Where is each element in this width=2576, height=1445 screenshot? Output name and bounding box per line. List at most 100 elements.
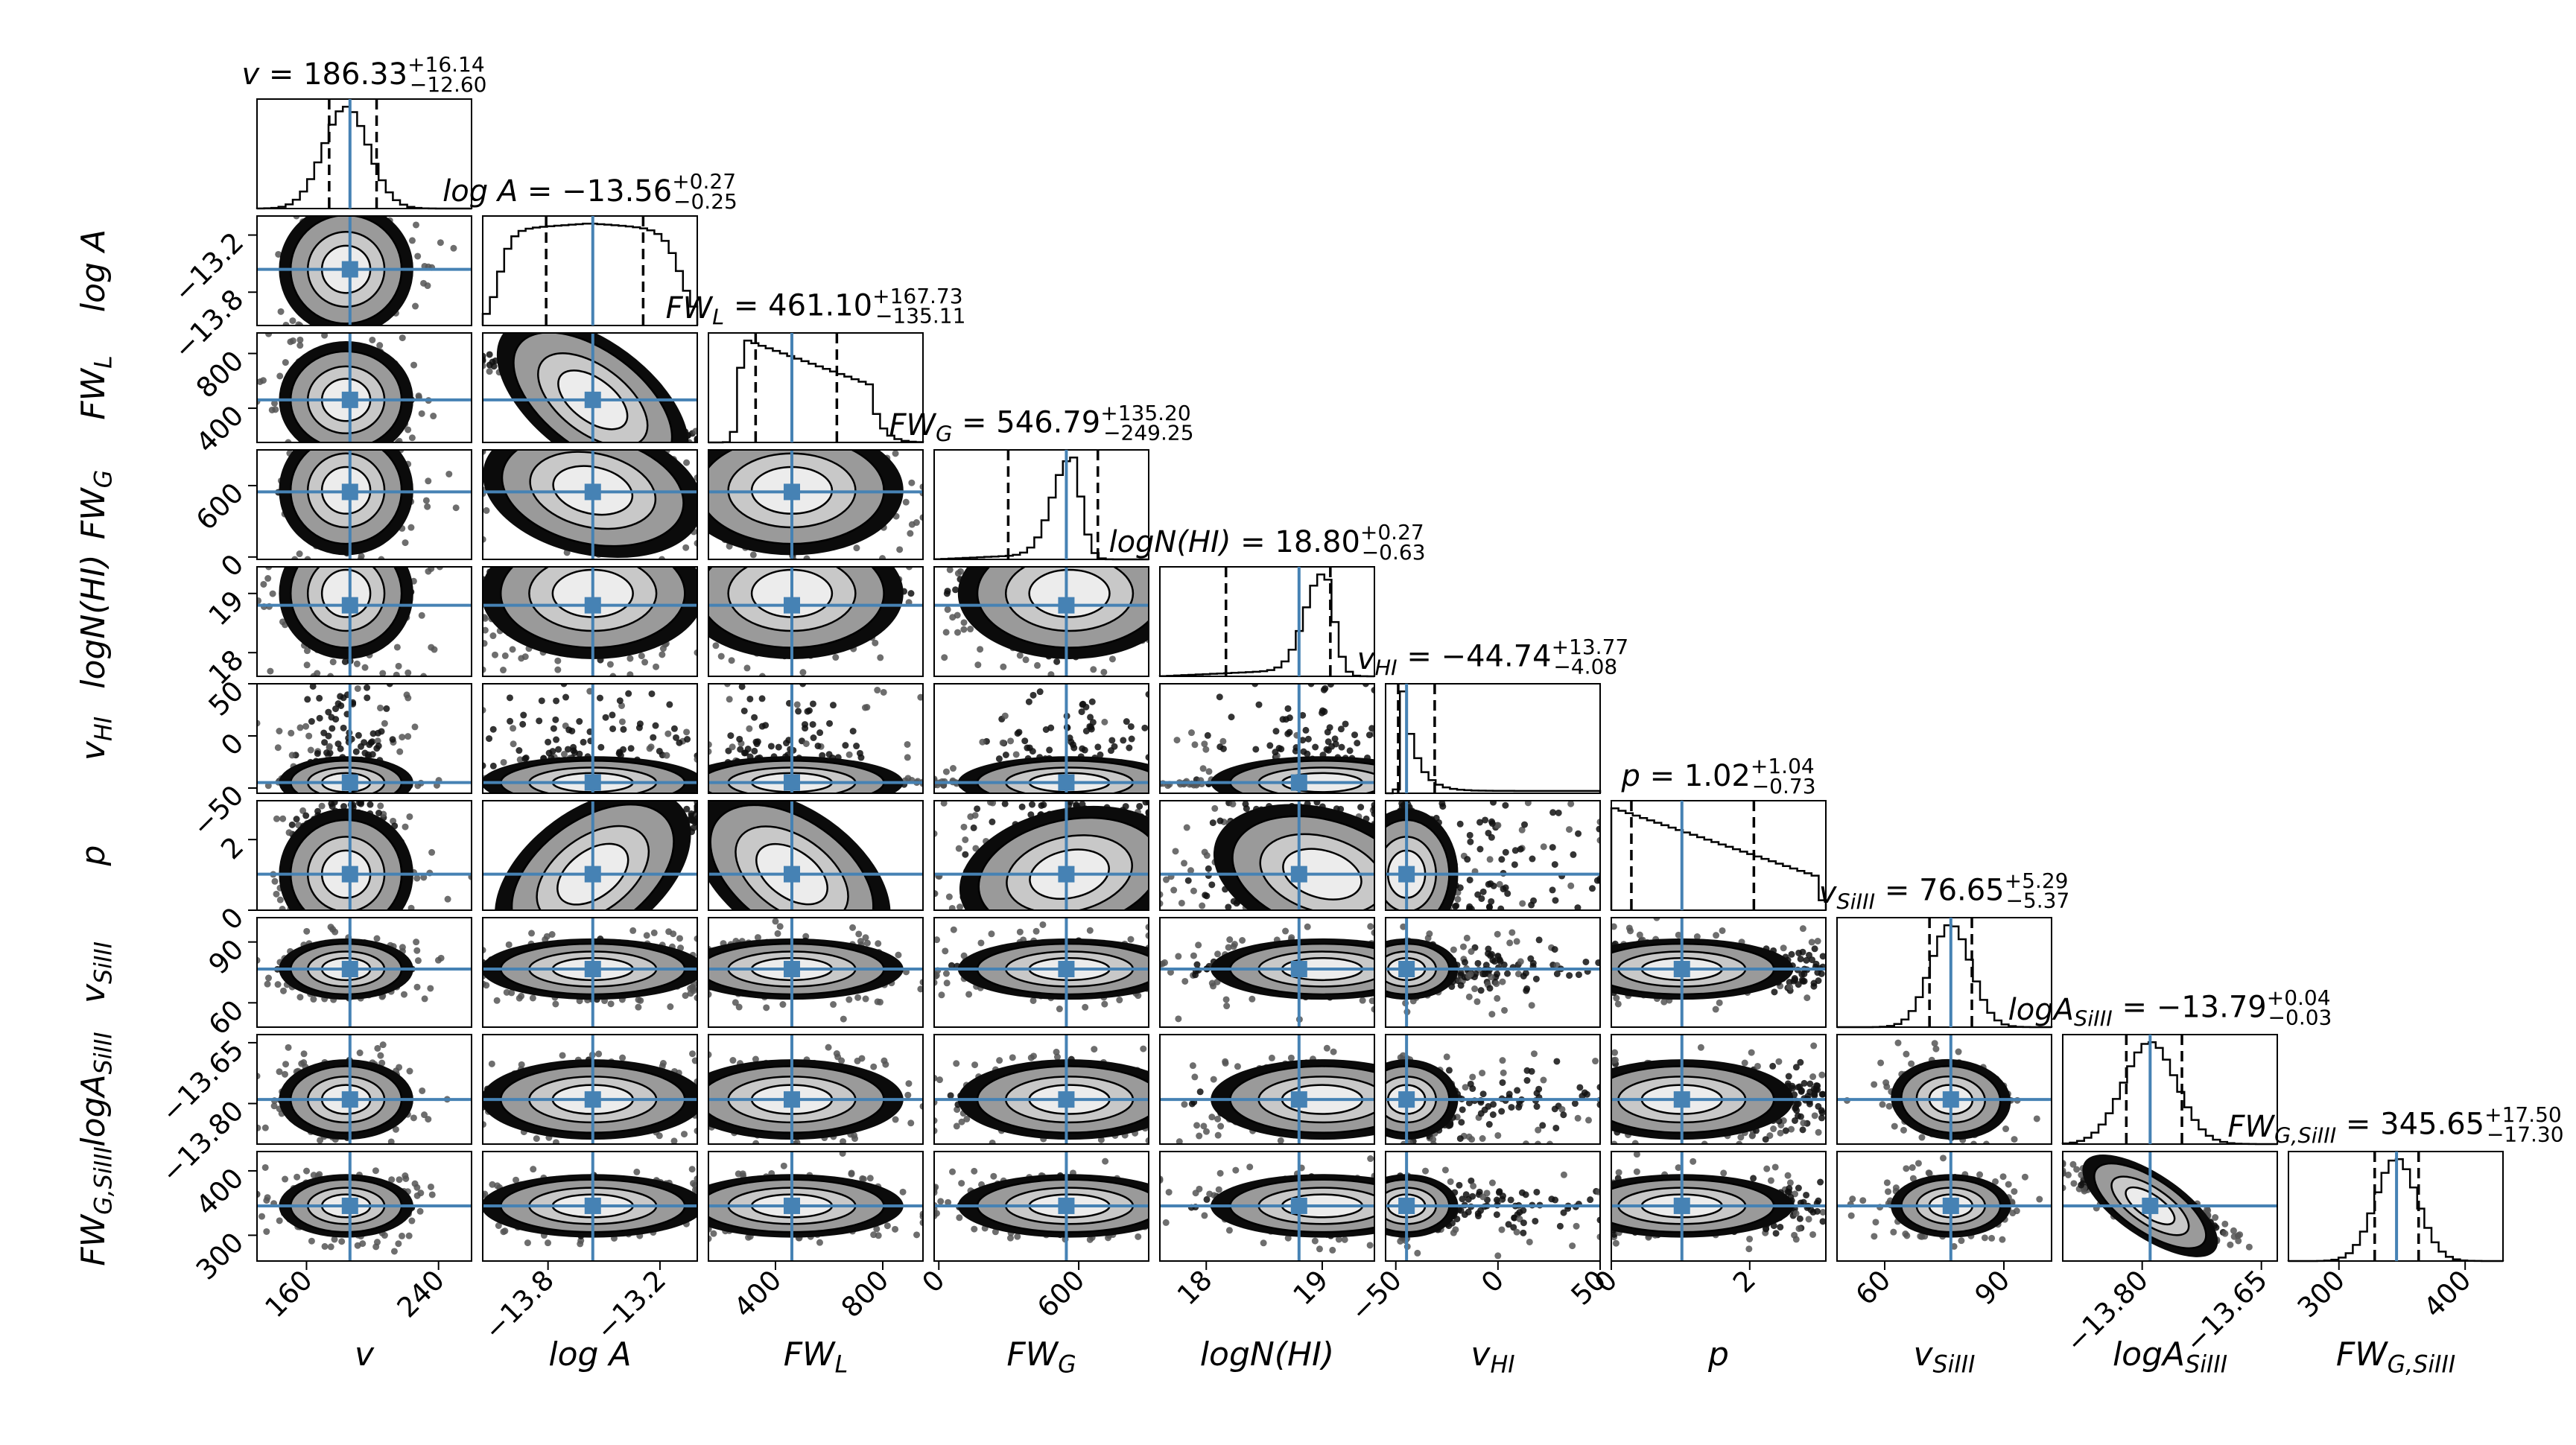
sample-point <box>751 748 758 755</box>
sample-point <box>405 670 411 676</box>
sample-point <box>896 546 903 553</box>
sample-point <box>1366 731 1373 738</box>
sample-point <box>955 570 962 577</box>
sample-point <box>269 407 276 413</box>
sample-point <box>1088 724 1094 731</box>
sample-point <box>304 696 311 702</box>
sample-point <box>949 614 956 620</box>
sample-point <box>1312 744 1319 751</box>
sample-point <box>996 755 1003 762</box>
sample-point <box>1034 662 1041 669</box>
sample-point <box>453 504 460 511</box>
sample-point <box>522 653 529 660</box>
sample-point <box>673 734 679 741</box>
sample-point <box>1094 743 1101 750</box>
ytick-label-vHI: 50 <box>203 675 250 722</box>
sample-point <box>405 426 411 433</box>
sample-point <box>428 849 435 856</box>
ytick-label-FWG: 0 <box>215 548 250 583</box>
sample-point <box>746 725 752 732</box>
scatter-panel-FWL-FWG <box>680 425 926 562</box>
sample-point <box>907 590 914 597</box>
hist-title-FWGSiIII: FWG,SiIII = 345.65+17.50−17.30 <box>2227 1102 2563 1149</box>
sample-point <box>1013 751 1020 758</box>
sample-point <box>1079 746 1085 752</box>
sample-point <box>603 714 609 721</box>
sample-point <box>815 743 822 749</box>
sample-point <box>353 749 360 755</box>
scatter-panel-FWL-vHI <box>680 681 926 810</box>
sample-point <box>1339 744 1345 751</box>
sample-point <box>358 743 364 750</box>
sample-point <box>1109 655 1116 662</box>
sample-point <box>290 337 296 344</box>
sample-point <box>366 741 372 748</box>
sample-point <box>799 669 806 676</box>
sample-point <box>393 672 400 679</box>
truth-marker <box>342 483 358 500</box>
sample-point <box>316 695 323 702</box>
sample-point <box>1141 725 1148 731</box>
sample-point <box>390 736 396 743</box>
sample-point <box>743 664 750 671</box>
hist-title-logASiIII: logASiIII = −13.79+0.04−0.03 <box>2008 985 2332 1032</box>
sample-point <box>954 629 961 636</box>
sample-point <box>853 544 860 551</box>
sample-point <box>437 239 444 246</box>
sample-point <box>620 726 626 733</box>
sample-point <box>904 754 911 760</box>
sample-point <box>279 906 286 912</box>
truth-marker <box>585 392 601 408</box>
sample-point <box>682 544 689 551</box>
sample-point <box>1266 742 1273 749</box>
sample-point <box>329 725 335 731</box>
sample-point <box>402 539 409 546</box>
sample-point <box>1305 736 1312 743</box>
hist-frame-logNHI <box>1160 567 1374 676</box>
sample-point <box>1021 737 1028 744</box>
sample-point <box>358 801 364 807</box>
sample-point <box>1108 737 1115 743</box>
sample-point <box>712 642 719 649</box>
sample-point <box>325 709 331 716</box>
sample-point <box>481 640 488 647</box>
sample-point <box>554 667 561 673</box>
sample-point <box>396 438 403 445</box>
sample-point <box>545 739 551 746</box>
ytick-label-FWG: 600 <box>190 477 250 536</box>
sample-point <box>1272 749 1278 755</box>
sample-point <box>684 736 691 743</box>
sample-point <box>302 813 309 819</box>
sample-point <box>1023 656 1030 663</box>
sample-point <box>1079 701 1086 708</box>
sample-point <box>404 691 410 698</box>
scatter-panel-FWG-vHI <box>931 684 1181 809</box>
sample-point <box>810 721 816 728</box>
ytick-label-FWL: 400 <box>190 399 250 459</box>
sample-point <box>950 765 957 772</box>
sample-point <box>553 737 559 743</box>
sample-point <box>1255 702 1262 708</box>
sample-point <box>267 668 273 675</box>
sample-point <box>904 775 911 781</box>
sample-point <box>450 245 457 252</box>
sample-point <box>271 878 278 885</box>
sample-point <box>960 626 967 633</box>
scatter-panel-v-FWG <box>248 425 472 562</box>
hist-frame-vHI <box>1386 684 1600 793</box>
sample-point <box>1174 737 1181 743</box>
ytick-label-vHI: 0 <box>215 727 250 762</box>
hist-panel-logNHI: logN(HI) = 18.80+0.27−0.63 <box>1108 520 1425 676</box>
sample-point <box>326 733 332 740</box>
sample-point <box>857 750 863 757</box>
sample-point <box>576 718 583 725</box>
truth-marker <box>342 775 358 791</box>
sample-point <box>1000 664 1006 670</box>
sample-point <box>500 667 507 673</box>
hist-title-vSiIII: vSiIII = 76.65+5.29−5.37 <box>1819 868 2070 915</box>
hist-title-p: p = 1.02+1.04−0.73 <box>1620 754 1815 798</box>
sample-point <box>549 748 556 755</box>
sample-point <box>553 697 559 704</box>
ytick-label-logNHI: 19 <box>203 585 250 632</box>
